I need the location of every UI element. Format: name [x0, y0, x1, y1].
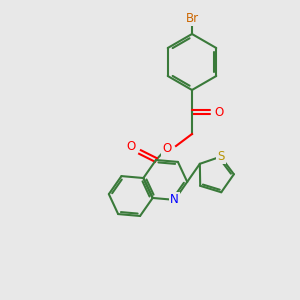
Text: N: N — [170, 194, 179, 206]
Text: S: S — [217, 150, 224, 163]
Text: O: O — [126, 140, 136, 154]
Text: O: O — [214, 106, 224, 118]
Text: Br: Br — [185, 11, 199, 25]
Text: O: O — [162, 142, 172, 154]
